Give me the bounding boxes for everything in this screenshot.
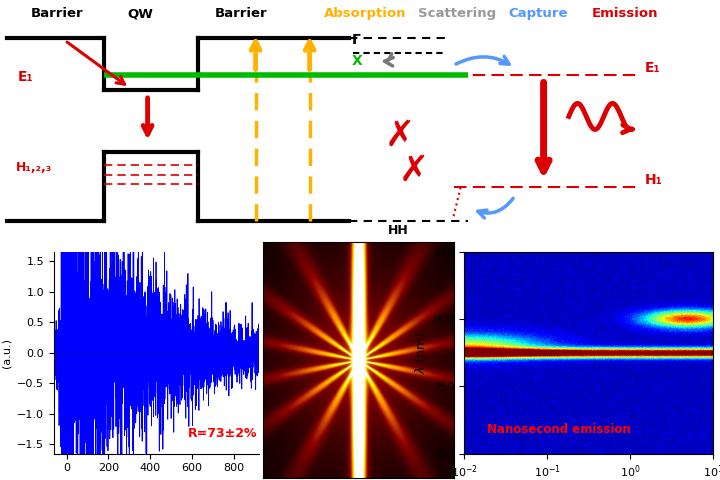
Text: H₁,₂,₃: H₁,₂,₃	[16, 161, 52, 174]
Text: Barrier: Barrier	[30, 7, 84, 20]
Text: E₁: E₁	[644, 61, 660, 75]
Text: E₁: E₁	[18, 70, 34, 84]
Text: Barrier: Barrier	[215, 7, 268, 20]
Y-axis label: $\lambda$ (nm): $\lambda$ (nm)	[413, 332, 428, 374]
Text: HH: HH	[387, 224, 408, 237]
Text: H₁: H₁	[644, 173, 662, 187]
Text: Absorption: Absorption	[324, 7, 406, 20]
Text: ✗: ✗	[384, 119, 415, 153]
Text: R=73±2%: R=73±2%	[187, 428, 257, 441]
Text: X: X	[351, 54, 362, 68]
Text: Scattering: Scattering	[418, 7, 496, 20]
Text: Γ: Γ	[351, 33, 360, 47]
Text: Nanosecond emission: Nanosecond emission	[487, 423, 631, 436]
Text: ✗: ✗	[399, 154, 429, 188]
Y-axis label: Differential Intensity
(a.u.): Differential Intensity (a.u.)	[0, 296, 12, 410]
X-axis label: $\delta$ (μm): $\delta$ (μm)	[135, 479, 178, 480]
Text: Emission: Emission	[592, 7, 658, 20]
Text: QW: QW	[127, 7, 153, 20]
Text: Capture: Capture	[509, 7, 568, 20]
